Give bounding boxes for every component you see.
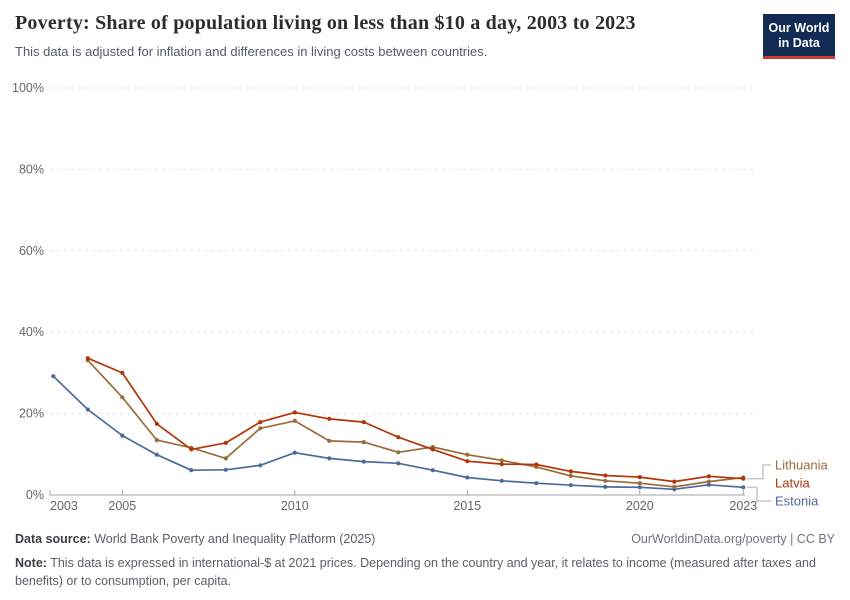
y-tick-label-20: 20% xyxy=(19,407,44,421)
series-point-latvia-2007[interactable] xyxy=(189,447,194,452)
series-point-estonia-2017[interactable] xyxy=(534,481,539,486)
series-point-lithuania-2022[interactable] xyxy=(706,479,711,484)
series-point-lithuania-2012[interactable] xyxy=(361,440,366,445)
series-point-latvia-2021[interactable] xyxy=(672,479,677,484)
x-tick-label-2003: 2003 xyxy=(50,499,78,513)
note-label: Note: xyxy=(15,556,47,571)
series-point-estonia-2022[interactable] xyxy=(706,482,711,487)
series-point-estonia-2007[interactable] xyxy=(189,468,194,473)
series-point-estonia-2011[interactable] xyxy=(327,456,332,461)
series-line-latvia[interactable] xyxy=(87,357,744,483)
series-line-estonia[interactable] xyxy=(52,375,744,491)
series-point-latvia-2004[interactable] xyxy=(85,356,90,361)
series-point-lithuania-2009[interactable] xyxy=(258,426,263,431)
series-point-lithuania-2015[interactable] xyxy=(465,452,470,457)
series-point-lithuania-2019[interactable] xyxy=(603,478,608,483)
series-point-latvia-2014[interactable] xyxy=(430,447,435,452)
legend-label-latvia[interactable]: Latvia xyxy=(775,476,810,491)
series-point-lithuania-2020[interactable] xyxy=(637,481,642,486)
series-point-estonia-2018[interactable] xyxy=(568,483,573,488)
owid-logo-line1: Our World xyxy=(768,21,830,35)
series-point-latvia-2018[interactable] xyxy=(568,469,573,474)
series-point-latvia-2020[interactable] xyxy=(637,475,642,480)
chart-footer: Data source: World Bank Poverty and Ineq… xyxy=(15,530,835,590)
series-point-latvia-2022[interactable] xyxy=(706,474,711,479)
legend-bracket-bottom xyxy=(747,486,771,502)
attribution-link[interactable]: OurWorldinData.org/poverty xyxy=(631,532,787,546)
y-tick-label-40: 40% xyxy=(19,325,44,339)
data-source-label: Data source: xyxy=(15,532,91,546)
line-chart[interactable]: 0% 20% 40% 60% 80% 100% 2003 2005 2010 2015 2020 20… xyxy=(0,78,850,525)
x-tick-label-2005: 2005 xyxy=(108,499,136,513)
series-point-estonia-2016[interactable] xyxy=(499,478,504,483)
series-point-estonia-2003[interactable] xyxy=(51,374,56,379)
series-point-latvia-2015[interactable] xyxy=(465,459,470,464)
series-point-estonia-2020[interactable] xyxy=(637,485,642,490)
series-point-estonia-2008[interactable] xyxy=(223,467,228,472)
series-point-lithuania-2010[interactable] xyxy=(292,418,297,423)
owid-logo[interactable]: Our World in Data xyxy=(763,14,835,59)
series-point-estonia-2009[interactable] xyxy=(258,463,263,468)
chart-canvas[interactable]: 0% 20% 40% 60% 80% 100% 2003 2005 2010 2015 2020 20… xyxy=(0,78,850,525)
series-point-lithuania-2018[interactable] xyxy=(568,473,573,478)
series-point-estonia-2006[interactable] xyxy=(154,452,159,457)
series-point-lithuania-2005[interactable] xyxy=(120,395,125,400)
series-point-lithuania-2008[interactable] xyxy=(223,456,228,461)
y-tick-label-80: 80% xyxy=(19,162,44,176)
series-point-lithuania-2013[interactable] xyxy=(396,450,401,455)
series-point-lithuania-2021[interactable] xyxy=(672,484,677,489)
x-tick-label-2010: 2010 xyxy=(281,499,309,513)
series-point-latvia-2017[interactable] xyxy=(534,462,539,467)
x-tick-label-2023: 2023 xyxy=(729,499,757,513)
chart-header: Poverty: Share of population living on l… xyxy=(15,12,835,59)
note-text: This data is expressed in international-… xyxy=(15,556,816,589)
x-tick-label-2015: 2015 xyxy=(453,499,481,513)
series-point-estonia-2023[interactable] xyxy=(741,485,746,490)
note-line: Note: This data is expressed in internat… xyxy=(15,554,835,590)
series-point-estonia-2013[interactable] xyxy=(396,461,401,466)
series-line-lithuania[interactable] xyxy=(87,359,744,488)
attribution-separator: | xyxy=(790,532,794,546)
legend-label-lithuania[interactable]: Lithuania xyxy=(775,458,829,473)
series-point-estonia-2005[interactable] xyxy=(120,433,125,438)
series-point-estonia-2015[interactable] xyxy=(465,475,470,480)
series-point-latvia-2023[interactable] xyxy=(741,476,746,481)
data-source-value: World Bank Poverty and Inequality Platfo… xyxy=(94,532,376,546)
y-tick-label-100: 100% xyxy=(12,81,44,95)
legend-label-estonia[interactable]: Estonia xyxy=(775,494,819,509)
series-point-latvia-2011[interactable] xyxy=(327,416,332,421)
series-point-estonia-2014[interactable] xyxy=(430,468,435,473)
series-point-latvia-2009[interactable] xyxy=(258,420,263,425)
series-point-lithuania-2006[interactable] xyxy=(154,438,159,443)
license-link[interactable]: CC BY xyxy=(796,532,835,546)
series-point-latvia-2012[interactable] xyxy=(361,420,366,425)
series-point-lithuania-2011[interactable] xyxy=(327,438,332,443)
owid-logo-line2: in Data xyxy=(778,35,820,50)
series-point-latvia-2008[interactable] xyxy=(223,440,228,445)
page-subtitle: This data is adjusted for inflation and … xyxy=(15,44,488,59)
series-point-estonia-2019[interactable] xyxy=(603,484,608,489)
series-point-estonia-2010[interactable] xyxy=(292,450,297,455)
series-point-latvia-2013[interactable] xyxy=(396,435,401,440)
legend-bracket-top xyxy=(747,464,771,480)
page-title: Poverty: Share of population living on l… xyxy=(15,12,636,34)
y-tick-label-60: 60% xyxy=(19,244,44,258)
series-point-latvia-2006[interactable] xyxy=(154,421,159,426)
attribution-line: OurWorldinData.org/poverty | CC BY xyxy=(631,530,835,548)
series-point-lithuania-2016[interactable] xyxy=(499,458,504,463)
y-tick-label-0: 0% xyxy=(26,488,44,502)
series-point-estonia-2012[interactable] xyxy=(361,459,366,464)
series-point-latvia-2016[interactable] xyxy=(499,462,504,467)
x-tick-label-2020: 2020 xyxy=(626,499,654,513)
series-point-latvia-2019[interactable] xyxy=(603,473,608,478)
series-point-latvia-2005[interactable] xyxy=(120,370,125,375)
data-source-line: Data source: World Bank Poverty and Ineq… xyxy=(15,530,375,548)
series-point-estonia-2004[interactable] xyxy=(85,407,90,412)
series-point-latvia-2010[interactable] xyxy=(292,410,297,415)
